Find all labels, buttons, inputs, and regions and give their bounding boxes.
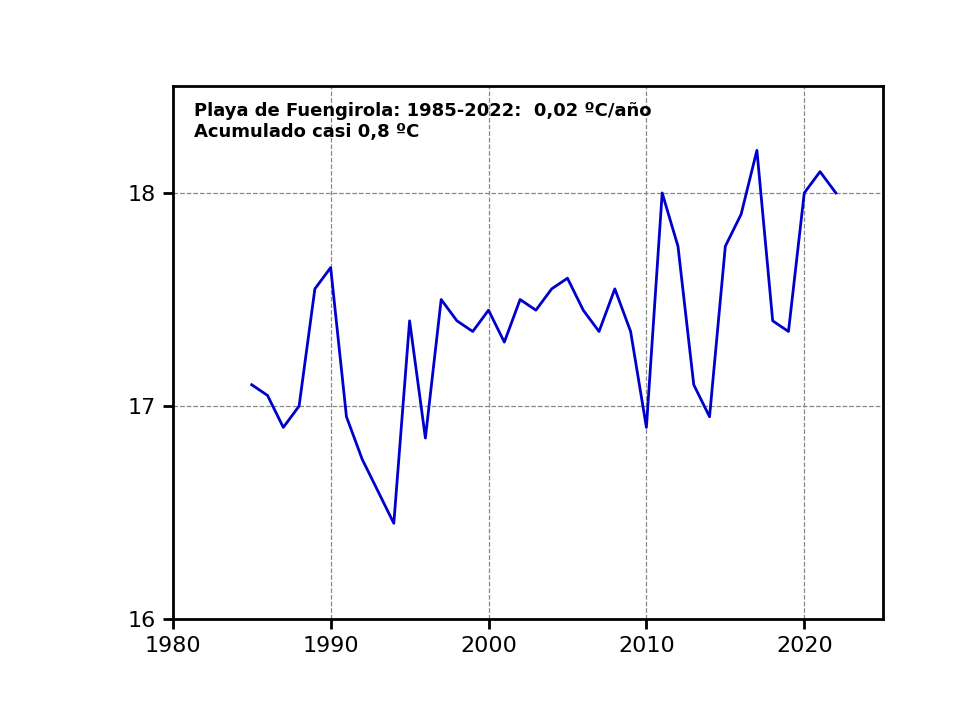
Text: Playa de Fuengirola: 1985-2022:  0,02 ºC/año
Acumulado casi 0,8 ºC: Playa de Fuengirola: 1985-2022: 0,02 ºC/… xyxy=(194,102,652,141)
